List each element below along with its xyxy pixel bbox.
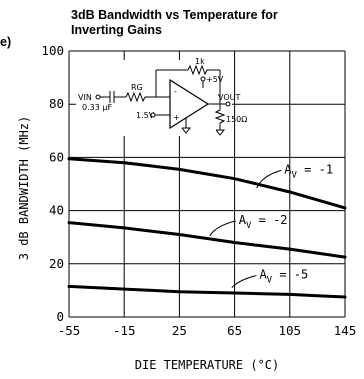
x-tick-label: 65 bbox=[227, 323, 242, 338]
series-label-2: AV = -2 bbox=[239, 213, 288, 231]
y-tick-label: 20 bbox=[49, 256, 64, 271]
series-label-1: AV = -1 bbox=[284, 162, 333, 180]
y-axis-label: 3 dB BANDWIDTH (MHz) bbox=[17, 116, 31, 261]
feedback-resistor-label: 1k bbox=[195, 57, 205, 66]
x-tick-label: -55 bbox=[58, 323, 81, 338]
x-axis-label: DIE TEMPERATURE (°C) bbox=[135, 358, 280, 372]
gain-resistor-label: RG bbox=[131, 83, 143, 92]
input-label: VIN bbox=[78, 93, 92, 102]
y-tick-label: 100 bbox=[41, 43, 64, 58]
series-leader-1 bbox=[256, 169, 282, 189]
inset-circuit: 1k +5V - + VOUT 150Ω VIN RG 0.33 μF bbox=[76, 57, 247, 136]
series-annotations: AV = -1 AV = -2 AV = -5 bbox=[209, 162, 333, 289]
x-tick-label: 105 bbox=[279, 323, 302, 338]
x-tick-label: 25 bbox=[172, 323, 187, 338]
noninverting-sign: + bbox=[173, 113, 180, 122]
x-tick-label: -15 bbox=[113, 323, 136, 338]
series-line-1 bbox=[67, 157, 347, 210]
panel-letter: e) bbox=[0, 35, 11, 49]
bias-label: 1.5V bbox=[136, 111, 155, 120]
chart-title-line-1: 3dB Bandwidth vs Temperature for bbox=[71, 8, 278, 22]
y-tick-label: 60 bbox=[49, 149, 64, 164]
supply-label: +5V bbox=[206, 75, 224, 84]
series-leader-3 bbox=[231, 274, 257, 289]
series-label-3: AV = -5 bbox=[259, 267, 308, 285]
inverting-sign: - bbox=[174, 87, 177, 96]
series-leader-2 bbox=[209, 220, 236, 237]
series-line-3 bbox=[67, 284, 347, 299]
chart-title-line-2: Inverting Gains bbox=[71, 23, 162, 37]
load-resistor-label: 150Ω bbox=[226, 115, 247, 124]
y-tick-label: 40 bbox=[49, 203, 64, 218]
series-line-2 bbox=[67, 221, 347, 259]
output-label: VOUT bbox=[218, 93, 240, 102]
x-tick-label: 145 bbox=[334, 323, 357, 338]
input-capacitor-label: 0.33 μF bbox=[82, 103, 112, 112]
y-tick-labels: 0 20 40 60 80 100 bbox=[41, 43, 64, 324]
data-series bbox=[67, 157, 347, 299]
x-tick-labels: -55 -15 25 65 105 145 bbox=[58, 323, 357, 338]
y-tick-label: 0 bbox=[56, 309, 64, 324]
y-tick-label: 80 bbox=[49, 96, 64, 111]
